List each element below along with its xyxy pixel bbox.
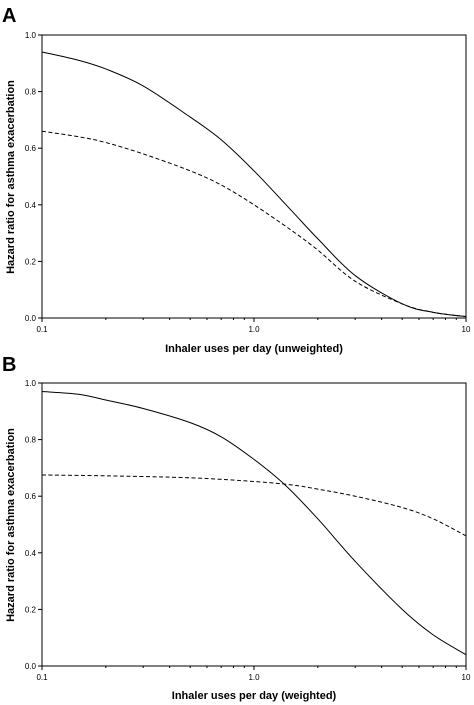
plot-frame-b (41, 382, 467, 667)
plot-frame-a (41, 34, 467, 319)
x-ticks-b: 0.1 1.0 10 (36, 666, 471, 682)
y-tick-label-a-1: 0.2 (25, 257, 37, 266)
x-ticks-a: 0.1 1.0 10 (36, 318, 471, 334)
y-axis-label-b: Hazard ratio for asthma exacerbation (5, 428, 17, 622)
y-tick-label-b-0: 0.0 (25, 662, 37, 671)
y-tick-label-a-3: 0.6 (25, 144, 37, 153)
series-line-a-solid (41, 51, 467, 318)
y-tick-label-b-5: 1.0 (25, 379, 37, 388)
x-tick-label-a-0: 0.1 (36, 325, 48, 334)
panel-letter-b: B (2, 354, 16, 376)
y-axis-label-a: Hazard ratio for asthma exacerbation (5, 80, 17, 274)
x-tick-label-b-1: 1.0 (248, 673, 260, 682)
panel-letter-a: A (2, 5, 16, 27)
x-tick-label-a-2: 10 (462, 325, 471, 334)
series-line-b-solid (41, 390, 467, 656)
y-ticks-a: 0.0 0.2 0.4 0.6 0.8 1.0 (25, 31, 42, 323)
y-tick-label-b-2: 0.4 (25, 549, 37, 558)
y-ticks-b: 0.0 0.2 0.4 0.6 0.8 1.0 (25, 379, 42, 671)
panel-a: A 0.0 0.2 0.4 0.6 0.8 1.0 0.1 1.0 10 Inhaler us… (2, 5, 471, 355)
y-tick-label-a-0: 0.0 (25, 314, 37, 323)
y-tick-label-b-1: 0.2 (25, 605, 37, 614)
series-group-b (41, 390, 467, 656)
y-tick-label-b-4: 0.8 (25, 436, 37, 445)
x-axis-label-a: Inhaler uses per day (unweighted) (165, 343, 343, 355)
x-axis-label-b: Inhaler uses per day (weighted) (172, 690, 337, 702)
x-tick-label-b-0: 0.1 (36, 673, 48, 682)
x-tick-label-b-2: 10 (462, 673, 471, 682)
y-tick-label-a-4: 0.8 (25, 88, 37, 97)
panel-b: B 0.0 0.2 0.4 0.6 0.8 1.0 0.1 1.0 10 Inhaler us… (2, 354, 471, 702)
y-tick-label-a-2: 0.4 (25, 201, 37, 210)
series-line-a-dashed (41, 130, 467, 318)
x-tick-label-a-1: 1.0 (248, 325, 260, 334)
y-tick-label-a-5: 1.0 (25, 31, 37, 40)
series-line-b-dashed (41, 474, 467, 537)
series-group-a (41, 51, 467, 318)
y-tick-label-b-3: 0.6 (25, 492, 37, 501)
